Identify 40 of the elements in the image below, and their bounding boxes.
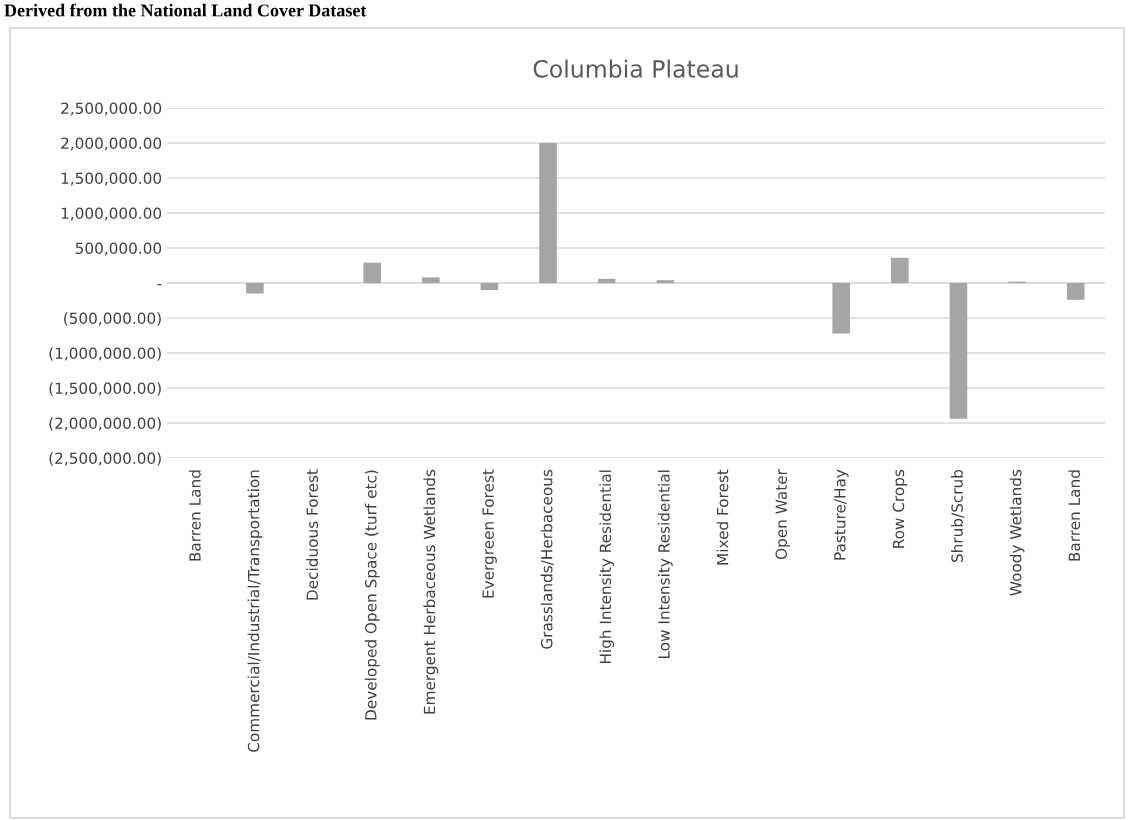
x-tick-label: Mixed Forest	[716, 469, 729, 565]
y-tick-label: (2,000,000.00)	[49, 417, 161, 431]
y-tick-label: 1,500,000.00	[61, 172, 162, 186]
x-tick-label: Deciduous Forest	[306, 469, 318, 600]
y-tick-label: -	[157, 284, 162, 286]
x-tick-label: Evergreen Forest	[482, 469, 497, 598]
y-tick-label: (2,500,000.00)	[49, 452, 161, 466]
bar	[832, 283, 850, 334]
x-tick-label: Low Intensity Residential	[657, 470, 673, 659]
y-tick-label: (1,500,000.00)	[49, 382, 161, 396]
y-tick-label: (1,000,000.00)	[49, 347, 161, 361]
x-tick-label: Commercial/Industrial/Transportation	[247, 470, 263, 752]
x-tick-label: Developed Open Space (turf etc)	[364, 470, 380, 720]
chart-title: Columbia Plateau	[533, 59, 738, 78]
y-tick-label: (500,000.00)	[64, 312, 161, 326]
bar	[363, 262, 381, 283]
x-tick-label: Woody Wetlands	[1009, 469, 1025, 596]
y-tick-label: 1,000,000.00	[61, 207, 162, 221]
bar	[891, 257, 909, 283]
y-tick-label: 2,500,000.00	[61, 102, 162, 116]
text: Derived from the National Land Cover Dataset	[4, 3, 367, 17]
bar	[949, 283, 968, 419]
bar	[539, 143, 557, 283]
bar	[656, 280, 675, 283]
bar	[480, 283, 499, 290]
x-tick-label: Grasslands/Herbaceous	[540, 469, 554, 649]
x-tick-label: Barren Land	[1068, 470, 1081, 561]
y-tick-label: 500,000.00	[75, 242, 162, 256]
x-tick-label: Row Crops	[892, 469, 908, 548]
bar	[597, 278, 616, 283]
bar	[422, 277, 440, 283]
y-tick-label: 2,000,000.00	[61, 137, 162, 151]
x-tick-label: Emergent Herbaceous Wetlands	[423, 469, 439, 714]
bar	[1066, 283, 1085, 300]
x-tick-label: High Intensity Residential	[599, 470, 615, 664]
x-tick-label: Shrub/Scrub	[951, 469, 965, 563]
x-tick-label: Open Water	[775, 469, 790, 560]
x-tick-label: Pasture/Hay	[834, 469, 849, 560]
x-tick-label: Barren Land	[188, 470, 201, 561]
bar	[246, 283, 264, 294]
